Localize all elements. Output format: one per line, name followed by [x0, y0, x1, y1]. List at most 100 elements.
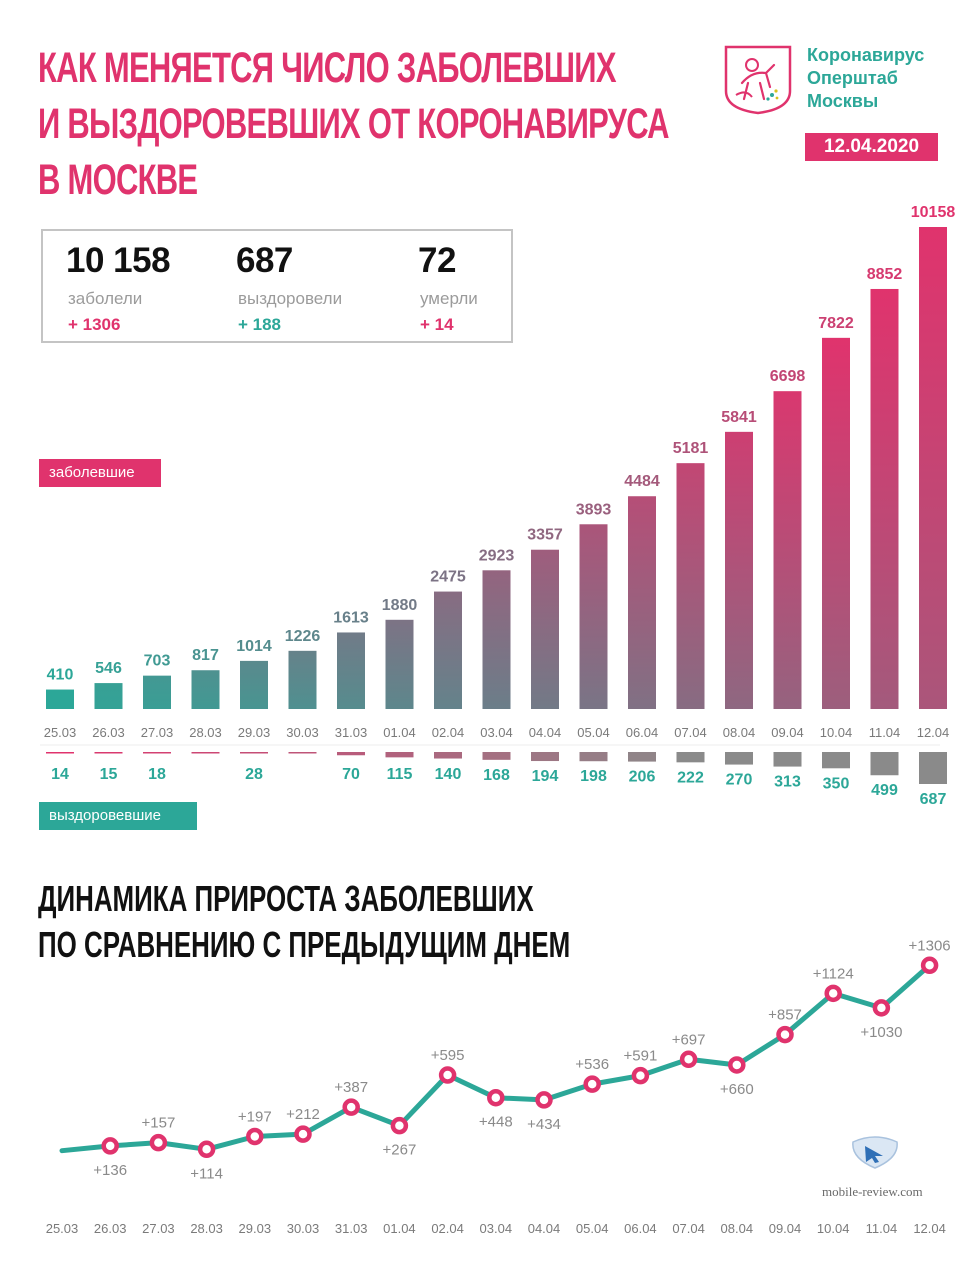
title-line-2: И ВЫЗДОРОВЕВШИХ ОТ КОРОНАВИРУСА [38, 100, 669, 148]
growth-value-label: +448 [479, 1114, 513, 1131]
line-date-label: 27.03 [142, 1221, 175, 1236]
infected-bar [191, 670, 220, 709]
infected-value-label: 1880 [382, 597, 418, 614]
recovered-bar [385, 752, 414, 758]
growth-point [390, 1116, 409, 1135]
infected-bar [288, 650, 317, 709]
recovered-value-label: 198 [580, 768, 607, 785]
infected-value-label: 10158 [911, 204, 956, 221]
growth-value-label: +434 [527, 1116, 561, 1133]
growth-value-label: +1306 [909, 937, 951, 954]
line-date-label: 12.04 [913, 1221, 946, 1236]
recovered-value-label: 14 [51, 766, 69, 783]
bar-date-label: 11.04 [869, 725, 901, 740]
recovered-value-label: 350 [823, 775, 850, 792]
infected-bar [579, 524, 608, 709]
line-date-label: 06.04 [624, 1221, 657, 1236]
brand-line-1: Коронавирус [807, 45, 925, 65]
infected-bar [773, 391, 802, 709]
mobile-review-logo-icon [852, 1136, 898, 1169]
growth-point [872, 999, 891, 1017]
infected-bar [434, 591, 462, 709]
infected-bar [870, 288, 899, 709]
growth-point [101, 1137, 119, 1155]
stat-delta: + 14 [420, 315, 454, 334]
line-date-label: 28.03 [190, 1221, 223, 1236]
growth-point [920, 956, 939, 975]
bar-date-label: 09.04 [771, 725, 804, 740]
recovered-bar [579, 752, 608, 762]
line-date-label: 31.03 [335, 1221, 368, 1236]
infected-value-label: 1014 [236, 638, 272, 655]
bar-date-label: 04.04 [529, 725, 562, 740]
bar-date-label: 05.04 [577, 725, 610, 740]
stat-label: выздоровели [238, 289, 343, 308]
stat-value: 687 [236, 241, 293, 280]
recovered-bar [822, 752, 850, 769]
bar-date-label: 08.04 [723, 725, 756, 740]
line-date-label: 03.04 [480, 1221, 513, 1236]
bar-date-label: 10.04 [820, 725, 853, 740]
brand-line-3: Москвы [807, 91, 879, 111]
infected-value-label: 2475 [430, 569, 466, 586]
infected-value-label: 2923 [479, 547, 515, 564]
growth-point [776, 1025, 794, 1044]
infected-bar [94, 683, 123, 709]
growth-point [342, 1098, 360, 1116]
bar-date-label: 30.03 [286, 725, 319, 740]
watermark-text: mobile-review.com [822, 1184, 923, 1199]
recovered-value-label: 115 [387, 766, 413, 783]
bar-date-label: 26.03 [92, 725, 125, 740]
recovered-value-label: 222 [677, 769, 704, 786]
infected-bar [46, 689, 74, 709]
recovered-value-label: 270 [726, 772, 753, 789]
stat-delta: + 1306 [68, 315, 121, 334]
legend-infected: заболевшие [39, 459, 161, 487]
line-date-label: 02.04 [431, 1221, 464, 1236]
growth-point [679, 1050, 698, 1069]
recovered-value-label: 15 [100, 766, 118, 783]
stat-value: 72 [418, 241, 456, 280]
infected-bar [628, 496, 656, 709]
growth-value-label: +697 [672, 1031, 706, 1048]
recovered-bar [531, 752, 559, 762]
bar-date-label: 07.04 [674, 725, 707, 740]
line-date-label: 05.04 [576, 1221, 609, 1236]
growth-point [824, 984, 842, 1003]
infected-value-label: 6698 [770, 368, 806, 385]
subtitle-line-2: ПО СРАВНЕНИЮ С ПРЕДЫДУЩИМ ДНЕМ [38, 924, 571, 965]
bar-date-label: 25.03 [44, 725, 77, 740]
bar-date-label: 02.04 [432, 725, 465, 740]
stat-label: заболели [68, 289, 143, 308]
recovered-bar [94, 752, 123, 754]
growth-point [197, 1140, 216, 1159]
line-date-label: 29.03 [239, 1221, 272, 1236]
growth-value-label: +660 [720, 1081, 754, 1098]
recovered-bar [143, 752, 171, 754]
growth-point [487, 1088, 505, 1107]
infected-bar [725, 431, 753, 709]
growth-point [294, 1125, 312, 1143]
recovered-value-label: 206 [629, 769, 656, 786]
growth-point [583, 1075, 601, 1093]
moscow-coat-of-arms-icon [724, 45, 792, 115]
infected-value-label: 1613 [333, 609, 369, 626]
infected-value-label: 4484 [624, 473, 660, 490]
line-date-label: 26.03 [94, 1221, 127, 1236]
growth-value-label: +157 [142, 1115, 176, 1132]
bar-date-label: 31.03 [335, 725, 368, 740]
infected-value-label: 1226 [285, 628, 321, 645]
bar-date-label: 28.03 [189, 725, 222, 740]
recovered-bar [628, 752, 656, 762]
infected-bar [143, 675, 171, 709]
infected-bar [822, 337, 850, 709]
growth-point [631, 1066, 650, 1085]
title-line-3: В МОСКВЕ [38, 156, 198, 204]
infected-value-label: 703 [144, 653, 171, 670]
growth-point [149, 1133, 168, 1152]
recovered-bar [288, 752, 317, 754]
growth-value-label: +1124 [813, 965, 854, 982]
infected-bar [482, 570, 511, 709]
line-date-label: 30.03 [287, 1221, 320, 1236]
